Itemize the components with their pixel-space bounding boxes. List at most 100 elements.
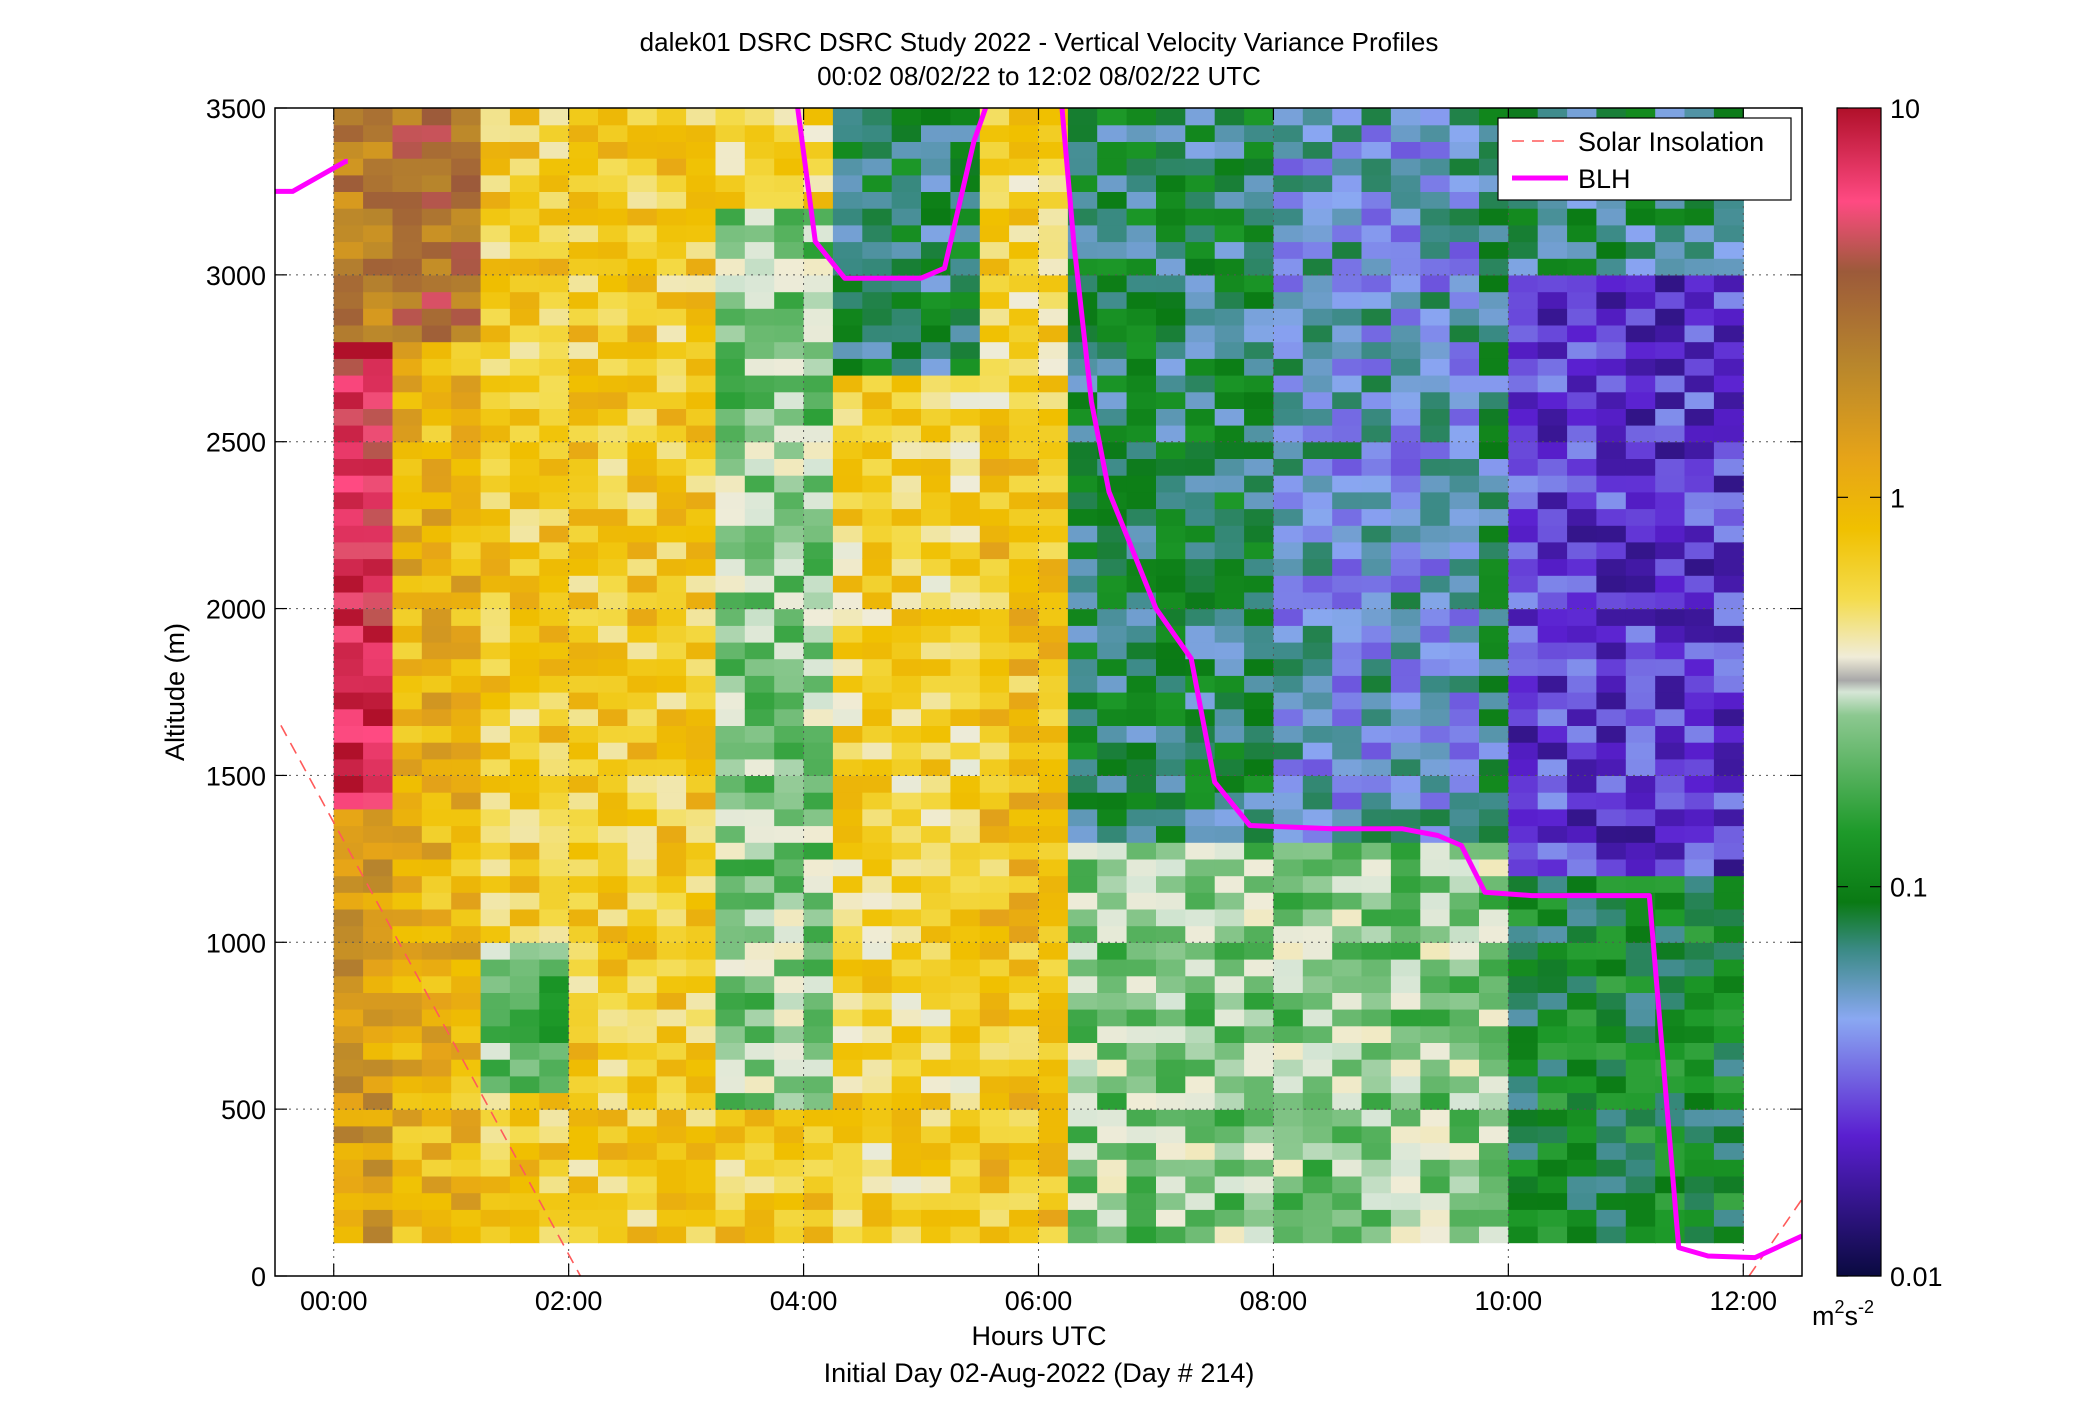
heatmap-cell — [950, 908, 981, 927]
heatmap-cell — [862, 975, 893, 993]
heatmap-cell — [656, 141, 687, 159]
heatmap-cell — [1097, 1109, 1128, 1127]
heatmap-cell — [1009, 458, 1040, 476]
heatmap-cell — [333, 792, 364, 810]
heatmap-cell — [1567, 224, 1598, 243]
heatmap-cell — [1567, 1009, 1598, 1027]
heatmap-cell — [744, 141, 775, 159]
heatmap-cell — [1009, 708, 1040, 726]
heatmap-cell — [568, 1159, 599, 1177]
heatmap-cell — [421, 458, 452, 476]
heatmap-cell — [421, 1042, 452, 1060]
heatmap-cell — [1625, 775, 1656, 793]
heatmap-cell — [1479, 1142, 1509, 1160]
heatmap-cell — [333, 441, 364, 459]
heatmap-cell — [568, 258, 599, 276]
heatmap-cell — [979, 875, 1010, 893]
heatmap-cell — [1067, 908, 1098, 927]
heatmap-cell — [1214, 224, 1245, 243]
heatmap-cell — [774, 1209, 805, 1227]
heatmap-cell — [891, 641, 922, 660]
heatmap-cell — [803, 1209, 834, 1227]
heatmap-cell — [1273, 692, 1304, 710]
heatmap-cell — [1508, 875, 1539, 893]
heatmap-cell — [392, 208, 423, 226]
heatmap-cell — [363, 1025, 394, 1043]
heatmap-cell — [392, 1175, 423, 1194]
heatmap-cell — [979, 1075, 1010, 1094]
heatmap-cell — [568, 1192, 599, 1210]
heatmap-cell — [744, 792, 775, 810]
heatmap-cell — [509, 375, 540, 393]
heatmap-cell — [1537, 1142, 1568, 1160]
heatmap-cell — [598, 1125, 628, 1144]
heatmap-cell — [1713, 1109, 1744, 1127]
heatmap-cell — [1713, 625, 1744, 643]
heatmap-cell — [480, 641, 511, 660]
heatmap-cell — [1449, 608, 1480, 626]
heatmap-cell — [1214, 1009, 1245, 1027]
heatmap-cell — [950, 658, 981, 676]
heatmap-cell — [627, 591, 658, 610]
heatmap-cell — [1684, 1092, 1715, 1110]
heatmap-cell — [921, 692, 951, 710]
heatmap-cell — [1361, 408, 1392, 426]
heatmap-cell — [774, 1059, 805, 1077]
heatmap-cell — [598, 1192, 628, 1210]
heatmap-cell — [539, 975, 570, 993]
heatmap-cell — [1097, 1059, 1128, 1077]
heatmap-cell — [1038, 1225, 1069, 1244]
heatmap-cell — [539, 675, 570, 693]
heatmap-cell — [686, 892, 717, 910]
heatmap-cell — [1596, 1125, 1627, 1144]
heatmap-cell — [1596, 658, 1627, 676]
heatmap-cell — [1332, 258, 1363, 276]
heatmap-cell — [1097, 775, 1128, 793]
heatmap-cell — [862, 1175, 893, 1194]
heatmap-cell — [333, 1209, 364, 1227]
heatmap-cell — [1332, 441, 1363, 459]
heatmap-cell — [1508, 1225, 1539, 1244]
heatmap-cell — [1126, 1192, 1157, 1210]
heatmap-cell — [1067, 1042, 1098, 1060]
heatmap-cell — [392, 1192, 423, 1210]
heatmap-cell — [333, 324, 364, 343]
heatmap-cell — [627, 925, 658, 943]
heatmap-cell — [539, 625, 570, 643]
heatmap-cell — [1097, 942, 1128, 960]
heatmap-cell — [1009, 541, 1040, 560]
heatmap-cell — [1684, 375, 1715, 393]
heatmap-cell — [979, 291, 1010, 309]
heatmap-cell — [862, 775, 893, 793]
heatmap-cell — [480, 875, 511, 893]
heatmap-cell — [1390, 241, 1421, 259]
heatmap-cell — [1067, 1209, 1098, 1227]
heatmap-cell — [979, 1209, 1010, 1227]
heatmap-cell — [598, 942, 628, 960]
heatmap-cell — [656, 491, 687, 510]
heatmap-cell — [1185, 1142, 1216, 1160]
x-tick-label: 08:00 — [1240, 1286, 1308, 1316]
heatmap-cell — [627, 892, 658, 910]
heatmap-cell — [1508, 675, 1539, 693]
heatmap-cell — [891, 591, 922, 610]
heatmap-cell — [950, 108, 981, 126]
heatmap-cell — [1655, 875, 1686, 893]
heatmap-cell — [1625, 508, 1656, 526]
heatmap-cell — [1479, 1059, 1509, 1077]
heatmap-cell — [1097, 992, 1128, 1010]
heatmap-cell — [333, 541, 364, 560]
heatmap-cell — [1009, 942, 1040, 960]
heatmap-cell — [1185, 108, 1216, 126]
heatmap-cell — [832, 808, 863, 827]
heatmap-cell — [568, 959, 599, 977]
heatmap-cell — [744, 708, 775, 726]
heatmap-cell — [1479, 1159, 1509, 1177]
heatmap-cell — [598, 108, 628, 126]
heatmap-cell — [1126, 1175, 1157, 1194]
heatmap-cell — [1126, 1142, 1157, 1160]
heatmap-cell — [744, 775, 775, 793]
heatmap-cell — [774, 408, 805, 426]
heatmap-cell — [1713, 725, 1744, 743]
heatmap-cell — [686, 241, 717, 259]
